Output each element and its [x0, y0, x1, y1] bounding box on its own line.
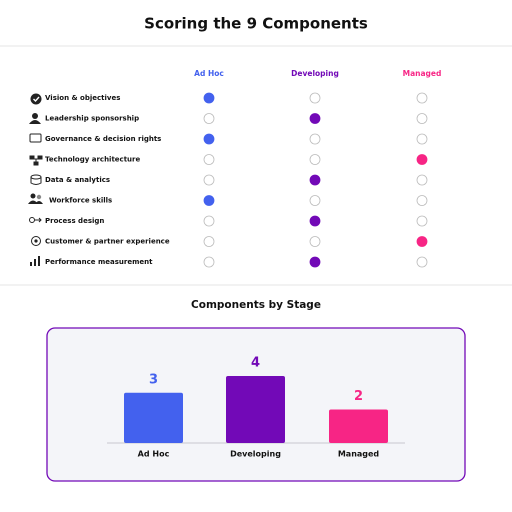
- icon: [30, 93, 42, 105]
- category-label: Developing: [230, 450, 281, 459]
- stage-dot-selected: [309, 256, 321, 268]
- icon: [30, 262, 32, 266]
- category-label: Ad Hoc: [138, 450, 170, 459]
- icon: [29, 133, 42, 143]
- stage-dot: [309, 195, 321, 206]
- row-label: Workforce skills: [49, 197, 112, 205]
- bar: [226, 376, 285, 443]
- row-label: Governance & decision rights: [45, 135, 161, 143]
- stage-dot-selected: [203, 195, 215, 206]
- value-label: 4: [251, 356, 260, 371]
- category-label: Managed: [338, 450, 380, 459]
- icon: [32, 113, 38, 119]
- page-title: Scoring the 9 Components: [144, 15, 368, 33]
- stage-dot-selected: [203, 133, 215, 145]
- row-label: Process design: [45, 217, 104, 225]
- stage-dot: [416, 174, 428, 186]
- stage-dot-selected: [309, 113, 321, 124]
- stage-dot-selected: [416, 236, 428, 247]
- icon: [30, 177, 42, 185]
- icon: [36, 194, 42, 200]
- column-header: Developing: [291, 69, 339, 78]
- stage-dot-selected: [203, 92, 215, 104]
- icon: [35, 217, 42, 223]
- stage-dot: [416, 113, 428, 124]
- icon: [34, 239, 38, 243]
- stage-dot: [309, 133, 321, 145]
- icon: [30, 174, 42, 180]
- row-label: Vision & objectives: [45, 94, 120, 102]
- icon: [29, 120, 41, 124]
- bar: [329, 409, 388, 443]
- stage-dot: [416, 92, 428, 104]
- icon: [31, 236, 41, 246]
- icon: [38, 256, 40, 266]
- stage-dot: [203, 215, 215, 227]
- icon: [28, 200, 43, 204]
- icon: [29, 155, 43, 166]
- stage-dot: [416, 215, 428, 227]
- stage-dot: [416, 133, 428, 145]
- row-icons: [28, 93, 43, 266]
- row-label: Technology architecture: [45, 156, 140, 164]
- icon: [34, 259, 36, 266]
- column-header: Ad Hoc: [194, 69, 224, 78]
- column-header: Managed: [403, 69, 442, 78]
- row-label: Data & analytics: [45, 176, 110, 184]
- icon: [30, 193, 36, 199]
- row-label: Performance measurement: [45, 258, 153, 266]
- stage-dot-selected: [416, 154, 428, 165]
- value-label: 2: [354, 389, 363, 404]
- value-label: 3: [149, 372, 158, 387]
- stage-dot: [203, 236, 215, 247]
- icon: [29, 217, 35, 223]
- stage-dot: [416, 256, 428, 268]
- stage-dot: [309, 236, 321, 247]
- chart-title: Components by Stage: [191, 299, 321, 311]
- stage-dot-selected: [309, 174, 321, 186]
- row-label: Customer & partner experience: [45, 238, 170, 246]
- row-label: Leadership sponsorship: [45, 115, 139, 123]
- stage-dot: [309, 92, 321, 104]
- stage-dot: [309, 154, 321, 165]
- stage-dot: [203, 113, 215, 124]
- icon: [33, 96, 40, 103]
- stage-dot: [203, 256, 215, 268]
- bar: [124, 392, 183, 443]
- stage-dot: [416, 195, 428, 206]
- stage-dot: [203, 174, 215, 186]
- stage-dot-selected: [309, 215, 321, 227]
- stage-dot: [203, 154, 215, 165]
